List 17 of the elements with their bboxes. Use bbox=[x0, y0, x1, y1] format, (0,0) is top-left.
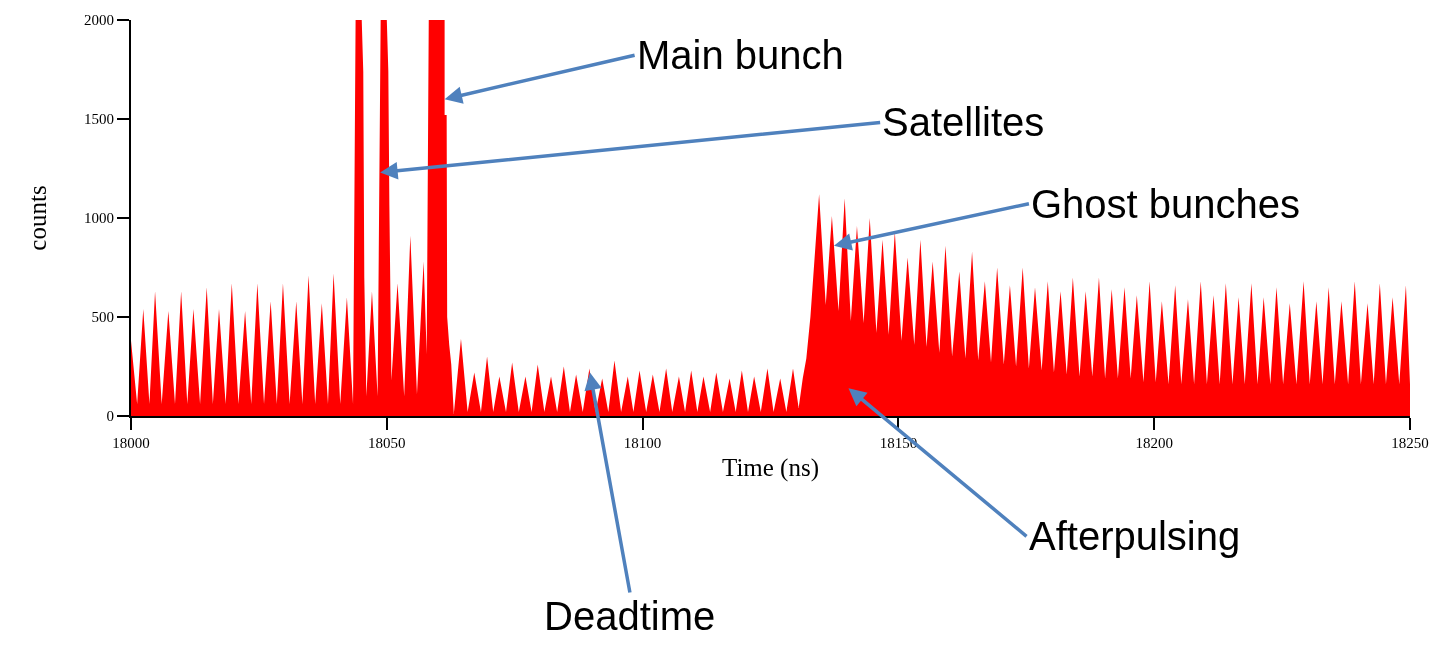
y-tick-label: 1000 bbox=[84, 210, 114, 227]
y-tick-label: 500 bbox=[91, 309, 114, 326]
y-tick-label: 1500 bbox=[84, 111, 114, 128]
y-tick-label: 0 bbox=[106, 408, 114, 425]
x-tick-label: 18000 bbox=[112, 435, 150, 451]
y-axis-title: counts bbox=[24, 185, 52, 251]
annotation: Satellites bbox=[882, 100, 1045, 144]
text: Afterpulsing bbox=[1029, 514, 1241, 558]
x-tick-label: 18250 bbox=[1391, 435, 1429, 451]
x-tick-label: 18200 bbox=[1135, 435, 1173, 451]
y-tick-label: 2000 bbox=[84, 12, 114, 29]
annotation: Ghost bunches bbox=[1031, 182, 1301, 226]
annotation: Deadtime bbox=[544, 594, 716, 638]
x-tick-label: 18100 bbox=[623, 435, 662, 451]
x-axis-title: Time (ns) bbox=[721, 453, 820, 482]
x-tick-label: 18050 bbox=[368, 435, 406, 451]
annotation: Main bunch bbox=[637, 33, 844, 77]
